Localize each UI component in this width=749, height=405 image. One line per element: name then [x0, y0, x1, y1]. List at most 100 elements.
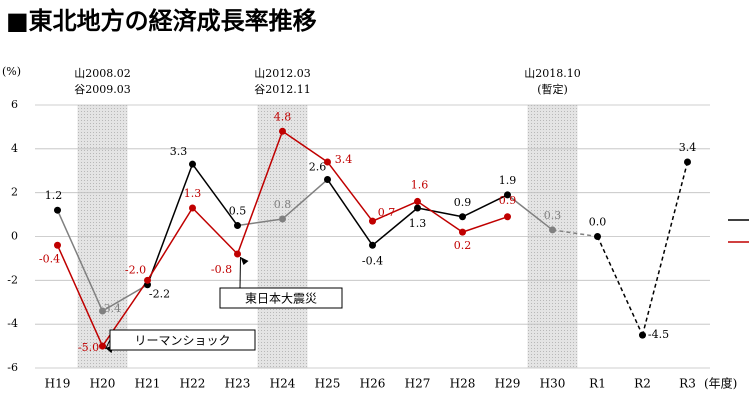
- data-label: 1.3: [184, 187, 202, 200]
- data-label: 0.0: [589, 216, 607, 229]
- line-segment: [552, 229, 598, 238]
- annotation: 山2008.02: [74, 67, 131, 80]
- data-point: [594, 233, 601, 240]
- callout-text: リーマンショック: [134, 334, 230, 348]
- annotation: 谷2012.11: [254, 83, 311, 96]
- line-segment: [372, 200, 418, 222]
- x-tick-label: R2: [634, 377, 651, 391]
- x-tick-label: H30: [540, 377, 566, 391]
- line-segment: [146, 163, 194, 285]
- data-label: 0.9: [499, 194, 517, 207]
- x-tick-label: H20: [90, 377, 116, 391]
- data-label: -2.2: [149, 288, 170, 301]
- x-tick-label: H21: [135, 377, 161, 391]
- line-segment: [282, 178, 328, 220]
- data-point: [234, 222, 241, 230]
- x-tick-label: H27: [405, 377, 431, 391]
- line-segment: [56, 244, 104, 347]
- data-point: [639, 331, 646, 339]
- line-segment: [462, 194, 508, 218]
- data-point: [324, 176, 331, 184]
- data-point: [504, 213, 511, 221]
- x-tick-label: H29: [495, 377, 521, 391]
- line-segment: [191, 163, 239, 226]
- data-label: 0.5: [229, 205, 247, 218]
- data-label: 3.4: [679, 141, 697, 154]
- x-tick-label: H22: [180, 377, 206, 391]
- data-label: -2.0: [125, 263, 146, 276]
- data-label: 1.9: [499, 174, 517, 187]
- callout-arrow: [105, 339, 111, 350]
- data-point: [504, 191, 511, 199]
- data-point: [324, 158, 331, 166]
- line-segment: [372, 207, 418, 246]
- data-point: [279, 215, 286, 223]
- x-tick-label: H26: [360, 377, 386, 391]
- x-tick-label: R3: [679, 377, 696, 391]
- data-label: 3.3: [170, 145, 188, 158]
- data-point: [54, 241, 61, 249]
- y-tick-label: -6: [7, 361, 18, 374]
- data-label: 0.2: [454, 239, 472, 252]
- data-label: 0.8: [274, 198, 292, 211]
- callout-arrowhead: [240, 257, 249, 266]
- x-tick-label: H25: [315, 377, 341, 391]
- data-point: [414, 197, 421, 205]
- line-segment: [596, 236, 644, 336]
- line-segment: [507, 194, 553, 231]
- data-label: 0.3: [544, 209, 562, 222]
- y-tick-label: -2: [7, 273, 18, 286]
- callout-text: 東日本大震災: [245, 292, 317, 306]
- data-label: -5.0: [78, 341, 99, 354]
- annotation: 山2012.03: [254, 67, 311, 80]
- data-label: 2.6: [309, 161, 327, 174]
- data-label: -4.5: [648, 328, 669, 341]
- data-label: 0.7: [378, 206, 396, 219]
- data-point: [549, 226, 556, 234]
- data-point: [99, 342, 106, 350]
- line-segment: [191, 207, 239, 255]
- data-point: [684, 158, 691, 166]
- x-tick-label: H19: [45, 377, 71, 391]
- annotation: 山2018.10: [524, 67, 581, 80]
- line-segment: [237, 218, 283, 227]
- line-segment: [282, 130, 328, 163]
- annotation: 谷2009.03: [74, 83, 131, 96]
- data-label: -0.4: [362, 254, 383, 267]
- y-tick-label: 0: [11, 230, 18, 243]
- data-label: 1.3: [409, 217, 427, 230]
- data-label: 3.4: [335, 153, 353, 166]
- data-point: [459, 228, 466, 236]
- data-label: -0.4: [39, 252, 60, 265]
- line-segment: [462, 216, 508, 233]
- data-label: -0.8: [211, 263, 232, 276]
- callout-arrow: [239, 257, 241, 289]
- data-label: 1.2: [45, 189, 63, 202]
- line-segment: [417, 207, 463, 218]
- data-point: [189, 204, 196, 212]
- annotation: (暫定): [537, 82, 568, 96]
- line-segment: [56, 209, 104, 312]
- data-label: 0.9: [454, 196, 472, 209]
- data-label: 1.6: [411, 178, 429, 191]
- y-tick-label: 2: [11, 186, 18, 199]
- y-tick-label: -4: [7, 317, 18, 330]
- x-tick-label: H23: [225, 377, 251, 391]
- line-segment: [102, 284, 148, 312]
- data-point: [369, 217, 376, 225]
- x-tick-label: R1: [589, 377, 606, 391]
- y-tick-label: 6: [11, 98, 18, 111]
- data-label: -3.4: [100, 302, 121, 315]
- data-label: 4.8: [274, 110, 292, 123]
- chart-title: ■東北地方の経済成長率推移: [6, 7, 317, 35]
- data-point: [189, 160, 196, 168]
- y-axis-label: (%): [2, 65, 21, 78]
- data-point: [99, 307, 106, 315]
- callout-box: [109, 329, 256, 351]
- line-segment: [326, 179, 374, 246]
- line-segment: [146, 207, 194, 281]
- callout-box: [219, 287, 343, 309]
- data-point: [54, 206, 61, 214]
- x-axis-label: (年度): [704, 376, 737, 391]
